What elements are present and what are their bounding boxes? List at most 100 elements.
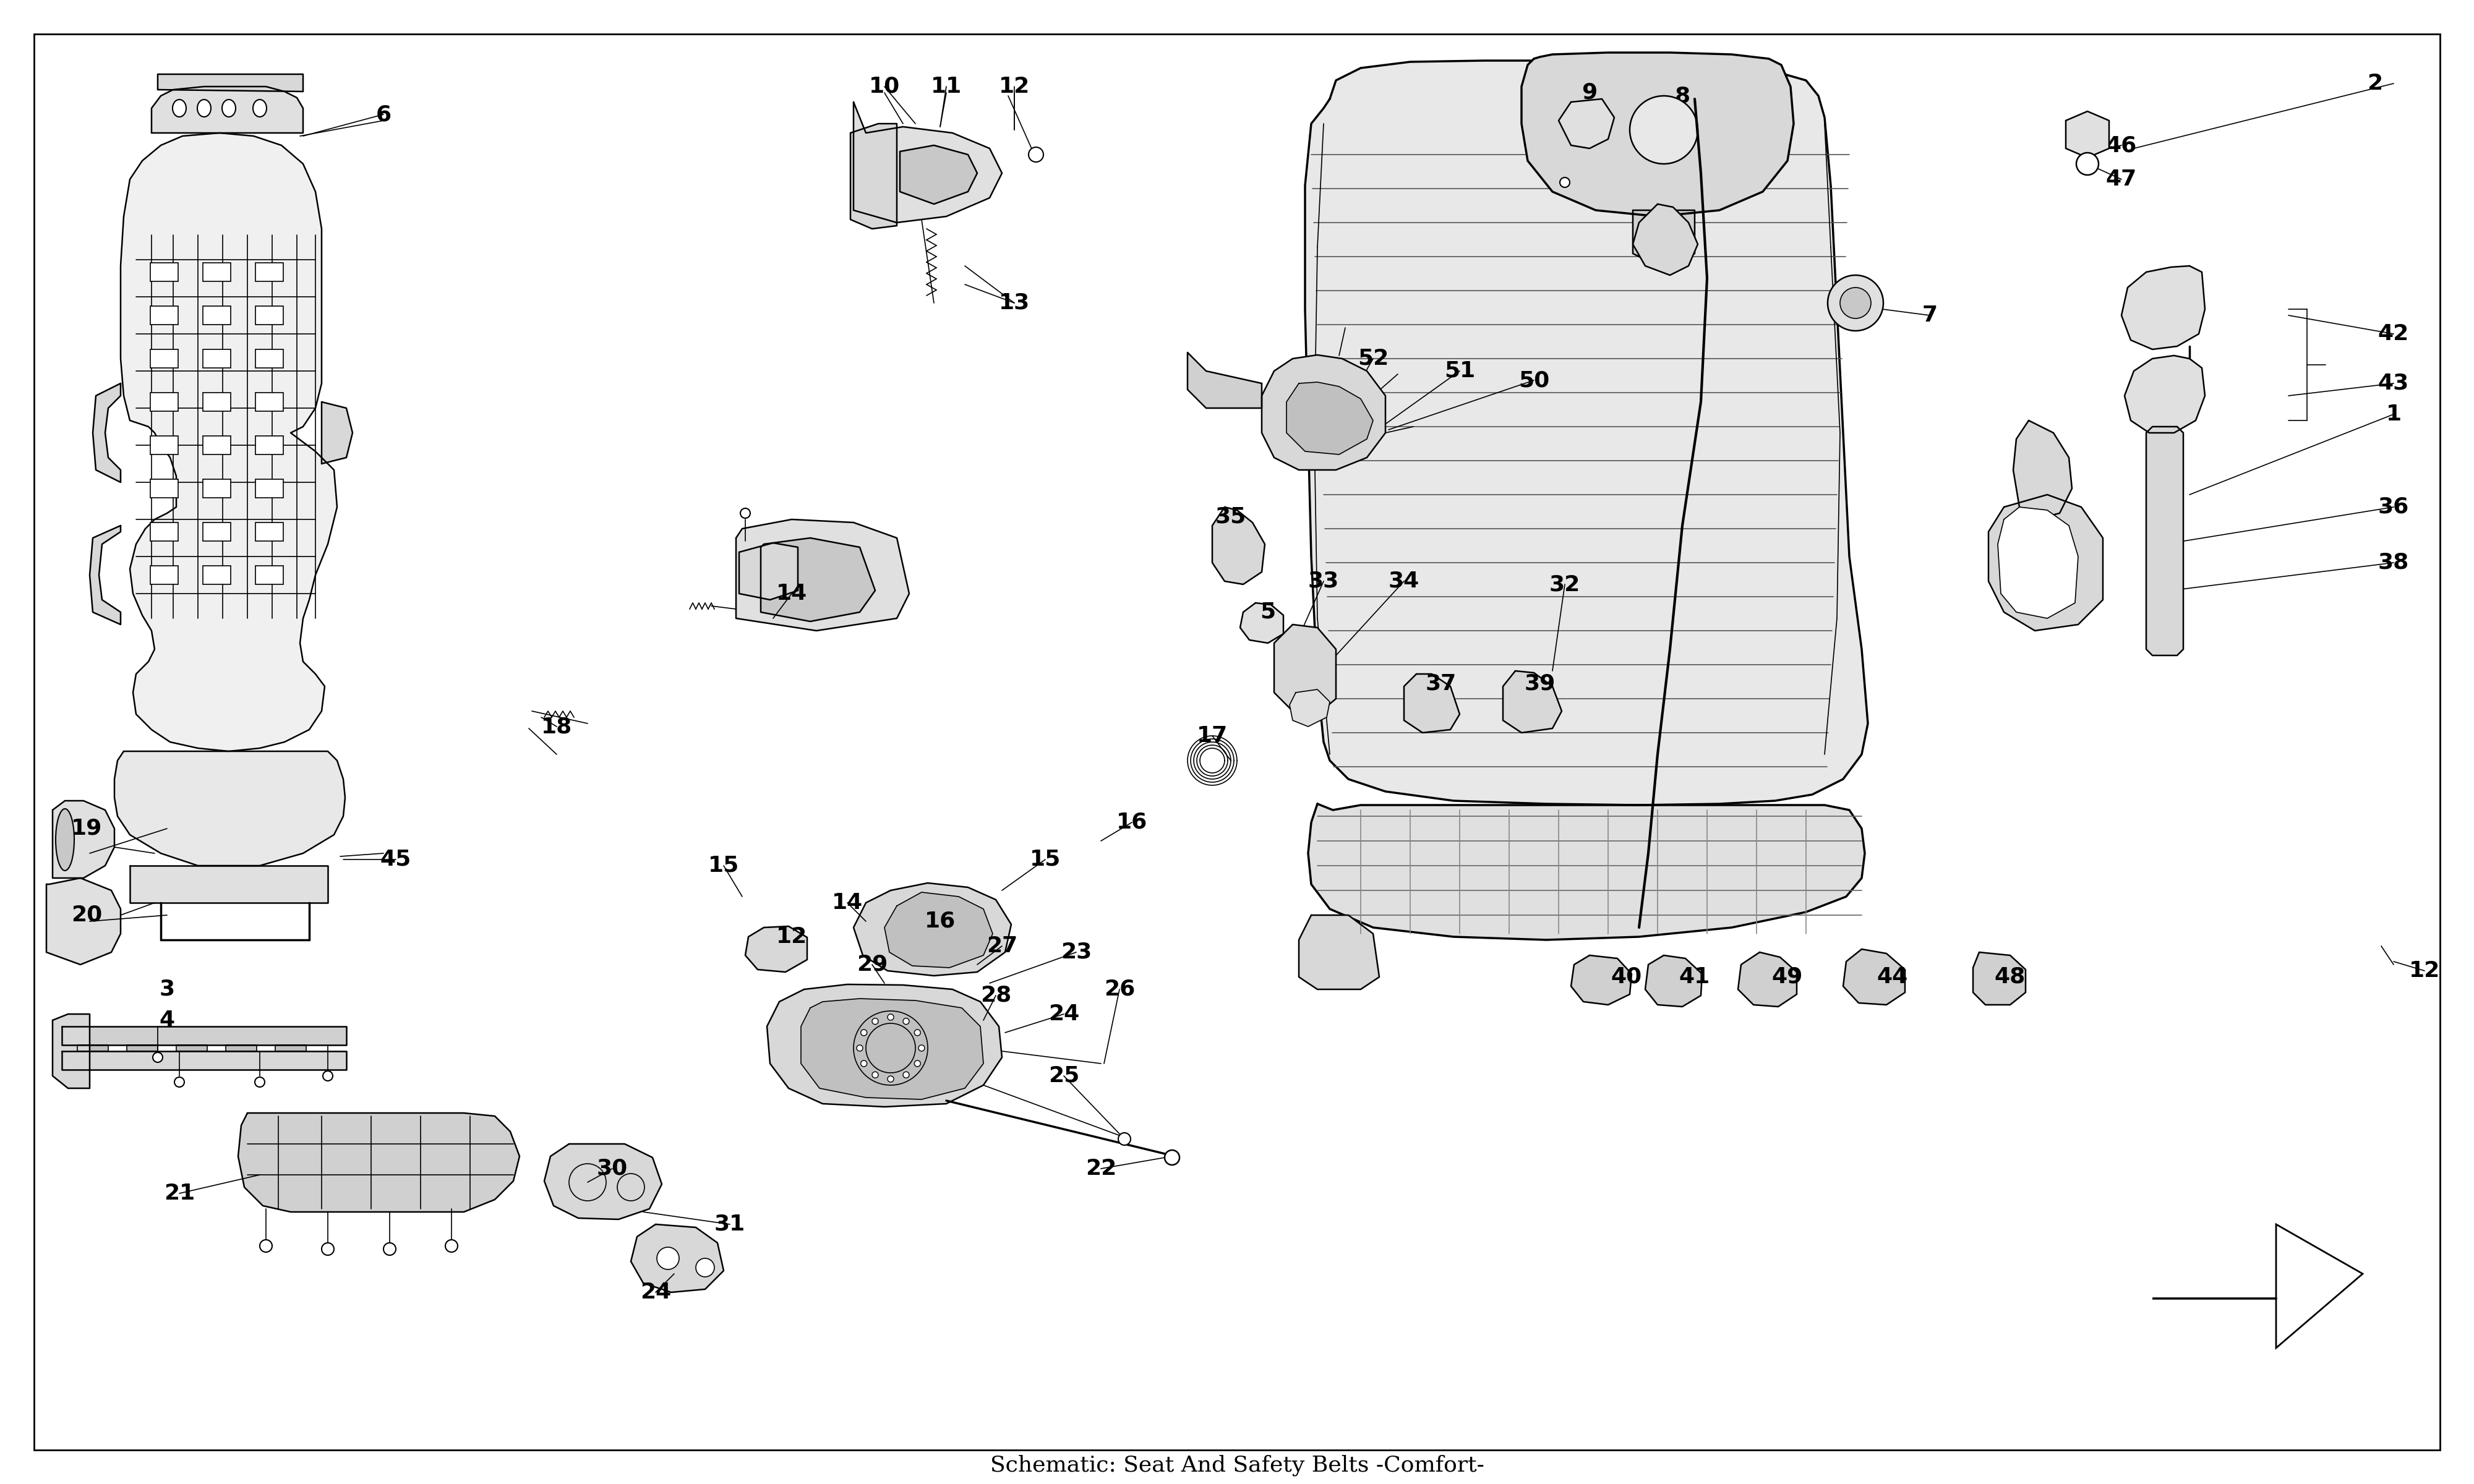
- Circle shape: [383, 1244, 396, 1255]
- Text: 43: 43: [2378, 372, 2410, 393]
- Text: 44: 44: [1878, 966, 1907, 987]
- Polygon shape: [238, 1113, 520, 1212]
- Circle shape: [1828, 275, 1883, 331]
- Bar: [203, 436, 230, 454]
- Text: 36: 36: [2378, 497, 2410, 518]
- Bar: [151, 349, 178, 368]
- Text: 14: 14: [777, 583, 807, 604]
- Polygon shape: [1262, 355, 1385, 470]
- Text: 52: 52: [1358, 349, 1388, 370]
- Circle shape: [856, 1045, 863, 1051]
- Circle shape: [153, 1052, 163, 1063]
- Polygon shape: [1989, 494, 2103, 631]
- Circle shape: [445, 1239, 458, 1252]
- Polygon shape: [1286, 381, 1373, 454]
- Circle shape: [260, 1239, 272, 1252]
- Text: 47: 47: [2105, 169, 2138, 190]
- Text: 3: 3: [158, 979, 176, 1000]
- Text: 29: 29: [856, 954, 888, 975]
- Text: 31: 31: [715, 1214, 745, 1235]
- Bar: [151, 479, 178, 497]
- Text: 27: 27: [987, 935, 1017, 957]
- Bar: [203, 479, 230, 497]
- Text: 15: 15: [1029, 849, 1061, 870]
- Polygon shape: [1645, 956, 1702, 1006]
- Polygon shape: [225, 1045, 257, 1051]
- Bar: [255, 436, 282, 454]
- Text: 16: 16: [1116, 812, 1148, 833]
- Circle shape: [903, 1018, 910, 1024]
- Polygon shape: [1633, 211, 1695, 260]
- Bar: [203, 263, 230, 282]
- Text: 11: 11: [930, 76, 962, 96]
- Text: 17: 17: [1197, 726, 1227, 746]
- Bar: [203, 349, 230, 368]
- Polygon shape: [1522, 52, 1794, 217]
- Polygon shape: [52, 1014, 89, 1088]
- Text: 5: 5: [1259, 601, 1277, 623]
- Ellipse shape: [54, 809, 74, 871]
- Text: 2: 2: [2368, 73, 2382, 93]
- Polygon shape: [114, 751, 346, 865]
- Polygon shape: [275, 1045, 307, 1051]
- Text: 12: 12: [999, 76, 1029, 96]
- Polygon shape: [129, 865, 327, 902]
- Text: Schematic: Seat And Safety Belts -Comfort-: Schematic: Seat And Safety Belts -Comfor…: [990, 1454, 1484, 1477]
- Text: 38: 38: [2378, 552, 2410, 573]
- Circle shape: [871, 1018, 878, 1024]
- Bar: [151, 565, 178, 585]
- Polygon shape: [158, 74, 302, 92]
- Bar: [203, 565, 230, 585]
- Polygon shape: [47, 879, 121, 965]
- Polygon shape: [2014, 420, 2073, 519]
- Text: 19: 19: [72, 818, 101, 838]
- Circle shape: [1165, 1150, 1180, 1165]
- Polygon shape: [544, 1144, 663, 1220]
- Text: 51: 51: [1445, 361, 1475, 381]
- Polygon shape: [1239, 603, 1284, 643]
- Circle shape: [1118, 1132, 1131, 1146]
- Text: 34: 34: [1388, 571, 1420, 592]
- Circle shape: [915, 1030, 920, 1036]
- Text: 30: 30: [596, 1158, 628, 1180]
- Polygon shape: [1188, 352, 1262, 408]
- Text: 26: 26: [1103, 979, 1136, 1000]
- Text: 42: 42: [2378, 324, 2410, 344]
- Circle shape: [2076, 153, 2098, 175]
- Polygon shape: [1405, 674, 1460, 733]
- Text: 15: 15: [708, 855, 740, 876]
- Bar: [203, 522, 230, 542]
- Text: 12: 12: [2410, 960, 2439, 981]
- Polygon shape: [1974, 953, 2026, 1005]
- Text: 23: 23: [1061, 942, 1091, 963]
- Polygon shape: [121, 134, 336, 751]
- Text: 28: 28: [980, 985, 1012, 1006]
- Polygon shape: [1633, 203, 1697, 275]
- Bar: [255, 306, 282, 325]
- Polygon shape: [1306, 61, 1868, 804]
- Polygon shape: [1737, 953, 1796, 1006]
- Polygon shape: [901, 145, 977, 203]
- Text: 21: 21: [163, 1183, 195, 1204]
- Polygon shape: [1571, 956, 1633, 1005]
- Circle shape: [322, 1244, 334, 1255]
- Polygon shape: [2152, 1224, 2363, 1347]
- Text: 22: 22: [1086, 1158, 1116, 1180]
- Polygon shape: [745, 926, 807, 972]
- Circle shape: [888, 1076, 893, 1082]
- Text: 16: 16: [925, 911, 955, 932]
- Polygon shape: [2066, 111, 2108, 157]
- Polygon shape: [77, 1045, 109, 1051]
- Text: 24: 24: [1049, 1003, 1079, 1024]
- Circle shape: [903, 1071, 910, 1077]
- Circle shape: [861, 1030, 866, 1036]
- Text: 1: 1: [2385, 404, 2402, 424]
- Polygon shape: [62, 1051, 346, 1070]
- Bar: [151, 436, 178, 454]
- Bar: [255, 565, 282, 585]
- Polygon shape: [1274, 625, 1336, 714]
- Circle shape: [322, 1071, 332, 1080]
- Circle shape: [695, 1258, 715, 1276]
- Polygon shape: [851, 123, 896, 229]
- Polygon shape: [176, 1045, 208, 1051]
